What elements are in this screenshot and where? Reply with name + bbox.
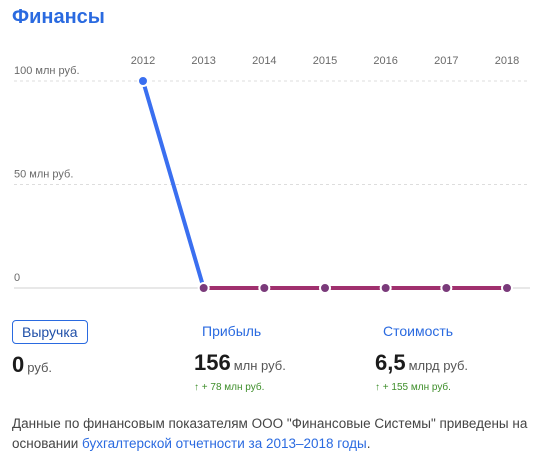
footnote-text: Данные по финансовым показателям ООО "Фи… — [12, 416, 528, 451]
metric-profit-unit: млн руб. — [233, 358, 286, 373]
section-title: Финансы — [12, 6, 105, 28]
data-point[interactable] — [440, 282, 453, 294]
x-tick-label: 2018 — [495, 55, 519, 67]
metric-cost-change: ↑ + 155 млн руб. — [375, 382, 451, 393]
metric-value-cost[interactable]: Стоимость 6,5 млрд руб. ↑ + 155 млн руб. — [375, 320, 468, 393]
x-tick-label: 2013 — [191, 55, 215, 67]
metric-revenue-value: 0 руб. — [12, 352, 88, 378]
metric-profit-value: 156 млн руб. — [194, 350, 286, 376]
data-point[interactable] — [197, 282, 210, 294]
metric-profit-change: ↑ + 78 млн руб. — [194, 382, 265, 393]
metric-profit-label[interactable]: Прибыль — [202, 323, 262, 339]
y-tick-label: 0 — [14, 272, 20, 284]
metric-profit-number: 156 — [194, 350, 231, 375]
footnote: Данные по финансовым показателям ООО "Фи… — [12, 414, 532, 454]
metric-cost-value: 6,5 млрд руб. — [375, 350, 468, 376]
data-point[interactable] — [379, 282, 392, 294]
x-tick-label: 2012 — [131, 55, 155, 67]
x-tick-label: 2015 — [313, 55, 337, 67]
y-tick-label: 100 млн руб. — [14, 65, 80, 77]
metric-profit[interactable]: Прибыль 156 млн руб. ↑ + 78 млн руб. — [194, 320, 286, 393]
metric-revenue-label[interactable]: Выручка — [12, 320, 88, 344]
series-line-segment — [141, 79, 206, 290]
x-tick-label: 2017 — [434, 55, 458, 67]
metric-cost-label[interactable]: Стоимость — [383, 323, 454, 339]
x-tick-label: 2016 — [373, 55, 397, 67]
metric-revenue[interactable]: Выручка 0 руб. — [12, 320, 88, 378]
metric-cost-unit: млрд руб. — [408, 358, 469, 373]
metric-cost-number: 6,5 — [375, 350, 406, 375]
data-point[interactable] — [501, 282, 513, 294]
footnote-end: . — [366, 436, 371, 451]
data-point[interactable] — [319, 282, 331, 294]
metric-revenue-number: 0 — [12, 352, 25, 377]
data-point[interactable] — [258, 282, 271, 294]
footnote-link[interactable]: бухгалтерской отчетности за 2013–2018 го… — [82, 436, 367, 451]
data-point[interactable] — [137, 75, 149, 87]
x-tick-label: 2014 — [252, 55, 276, 67]
metric-revenue-unit: руб. — [27, 360, 53, 375]
y-tick-label: 50 млн руб. — [14, 169, 73, 181]
finance-chart: 100 млн руб. 50 млн руб. 0 2012 2013 2014 201… — [14, 55, 530, 294]
